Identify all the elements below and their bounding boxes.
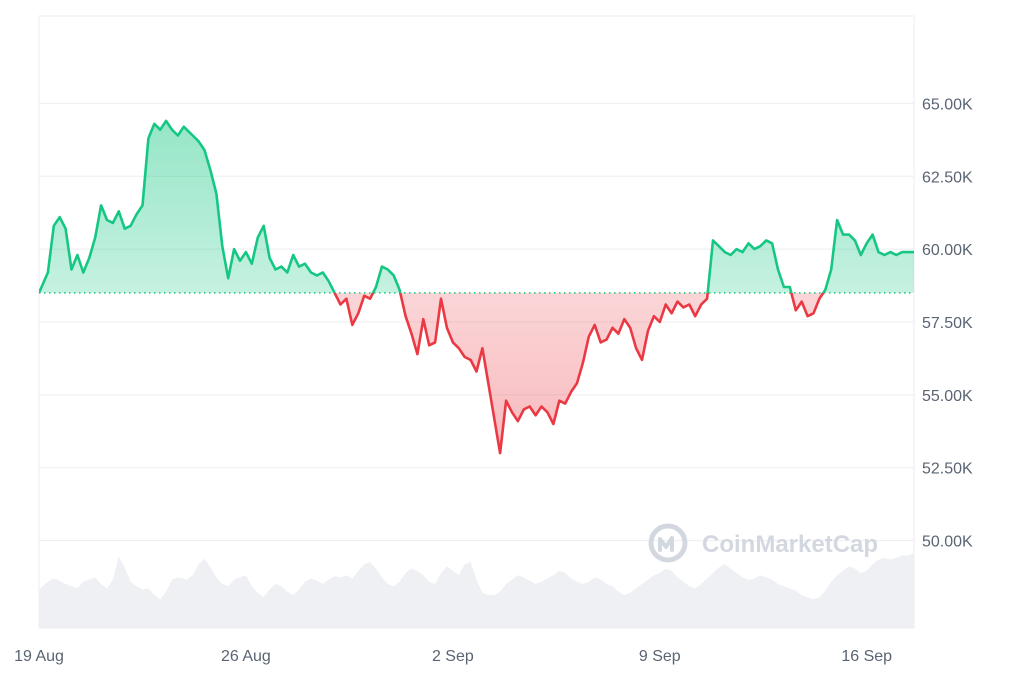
y-axis-labels: 65.00K 62.50K 60.00K 57.50K 55.00K 52.50K 50.0…	[922, 96, 973, 550]
volume-area	[39, 553, 914, 628]
y-tick-label: 52.50K	[922, 461, 973, 478]
price-area-above-baseline	[39, 120, 914, 293]
price-line-above-baseline	[39, 119, 914, 293]
watermark-text: CoinMarketCap	[702, 531, 878, 558]
coinmarketcap-watermark: CoinMarketCap	[648, 523, 878, 563]
y-tick-label: 55.00K	[922, 388, 973, 405]
x-tick-label: 2 Sep	[432, 648, 474, 665]
x-tick-label: 26 Aug	[221, 648, 271, 665]
y-tick-label: 62.50K	[922, 169, 973, 186]
x-tick-label: 19 Aug	[14, 648, 64, 665]
x-axis-labels: 19 Aug 26 Aug 2 Sep 9 Sep 16 Sep	[14, 648, 892, 665]
price-line-below-baseline	[39, 292, 825, 455]
coinmarketcap-logo-icon	[648, 523, 688, 563]
x-tick-label: 9 Sep	[639, 648, 681, 665]
price-area-below-baseline	[39, 292, 914, 454]
y-tick-label: 57.50K	[922, 315, 973, 332]
y-tick-label: 50.00K	[922, 534, 973, 551]
x-tick-label: 16 Sep	[841, 648, 892, 665]
y-tick-label: 60.00K	[922, 242, 973, 259]
y-tick-label: 65.00K	[922, 96, 973, 113]
